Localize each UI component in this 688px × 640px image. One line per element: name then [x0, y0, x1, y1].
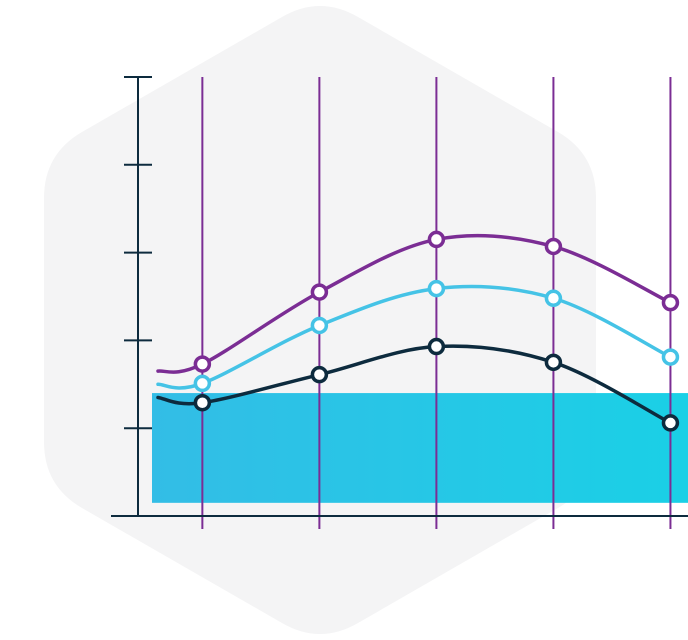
series-1-point-3: [427, 230, 446, 249]
series-2-point-2: [310, 316, 329, 335]
series-1-point-4: [544, 237, 563, 256]
series-3-point-2: [310, 365, 329, 384]
series-3-point-3: [427, 337, 446, 356]
series-1-point-2: [310, 283, 329, 301]
series-2-point-3: [427, 279, 446, 298]
series-3-point-1: [193, 393, 212, 412]
series-3-point-4: [544, 353, 563, 372]
series-1-point-1: [193, 355, 212, 373]
series-2-point-1: [193, 374, 212, 393]
highlight-band: [152, 393, 688, 503]
series-2-point-5: [661, 348, 680, 366]
series-1-point-5: [661, 293, 680, 312]
series-3-point-5: [661, 414, 680, 432]
series-2-point-4: [544, 289, 563, 308]
